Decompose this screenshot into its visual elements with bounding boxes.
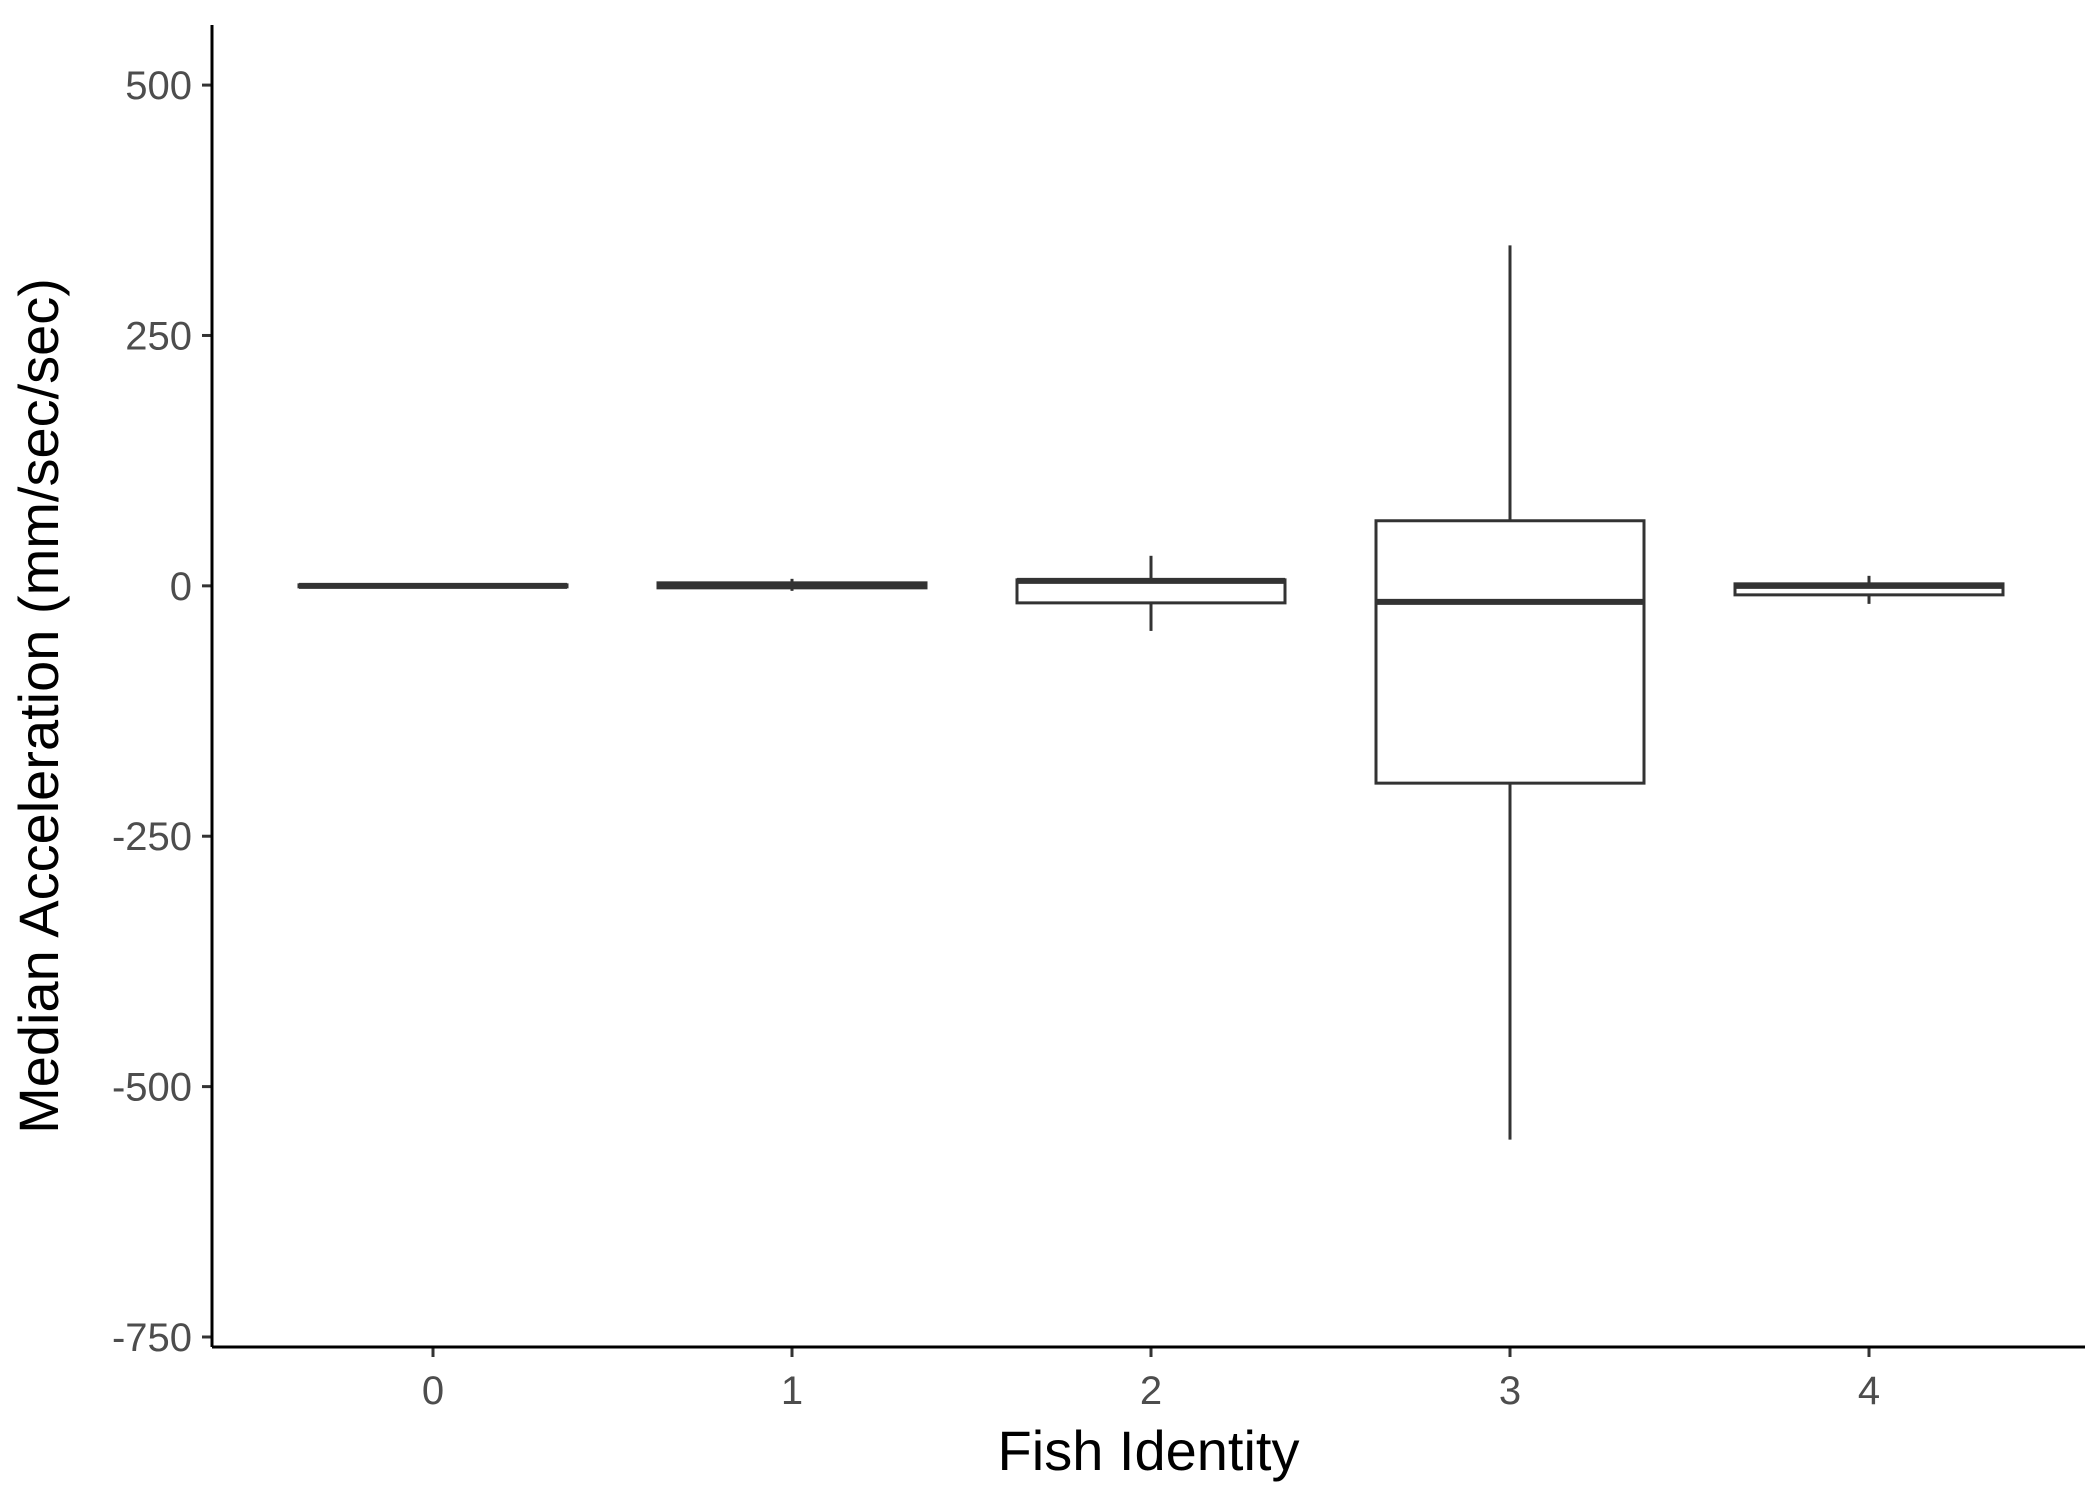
- box-1: [656, 578, 928, 591]
- y-tick-label: 500: [125, 64, 192, 108]
- box-0: [297, 582, 569, 589]
- box-4: [1733, 575, 2005, 604]
- x-tick-label: 4: [1858, 1369, 1880, 1413]
- x-tick-label: 2: [1140, 1369, 1162, 1413]
- box-series: [297, 245, 2005, 1140]
- y-tick-label: 250: [125, 314, 192, 358]
- x-tick-label: 3: [1499, 1369, 1521, 1413]
- box-3: [1374, 245, 1646, 1140]
- x-tick-label: 0: [422, 1369, 444, 1413]
- y-tick-label: -250: [112, 815, 192, 859]
- x-axis-ticks: 0 1 2 3 4: [422, 1347, 1880, 1413]
- x-axis-title: Fish Identity: [998, 1419, 1300, 1482]
- y-tick-label: -750: [112, 1316, 192, 1360]
- y-tick-label: -500: [112, 1066, 192, 1110]
- y-tick-label: 0: [170, 565, 192, 609]
- box-2: [1015, 555, 1287, 631]
- y-axis-title: Median Acceleration (mm/sec/sec): [7, 278, 70, 1134]
- box-iqr: [1374, 519, 1646, 785]
- x-tick-label: 1: [781, 1369, 803, 1413]
- y-axis-ticks: 500 250 0 -250 -500 -750: [112, 64, 212, 1360]
